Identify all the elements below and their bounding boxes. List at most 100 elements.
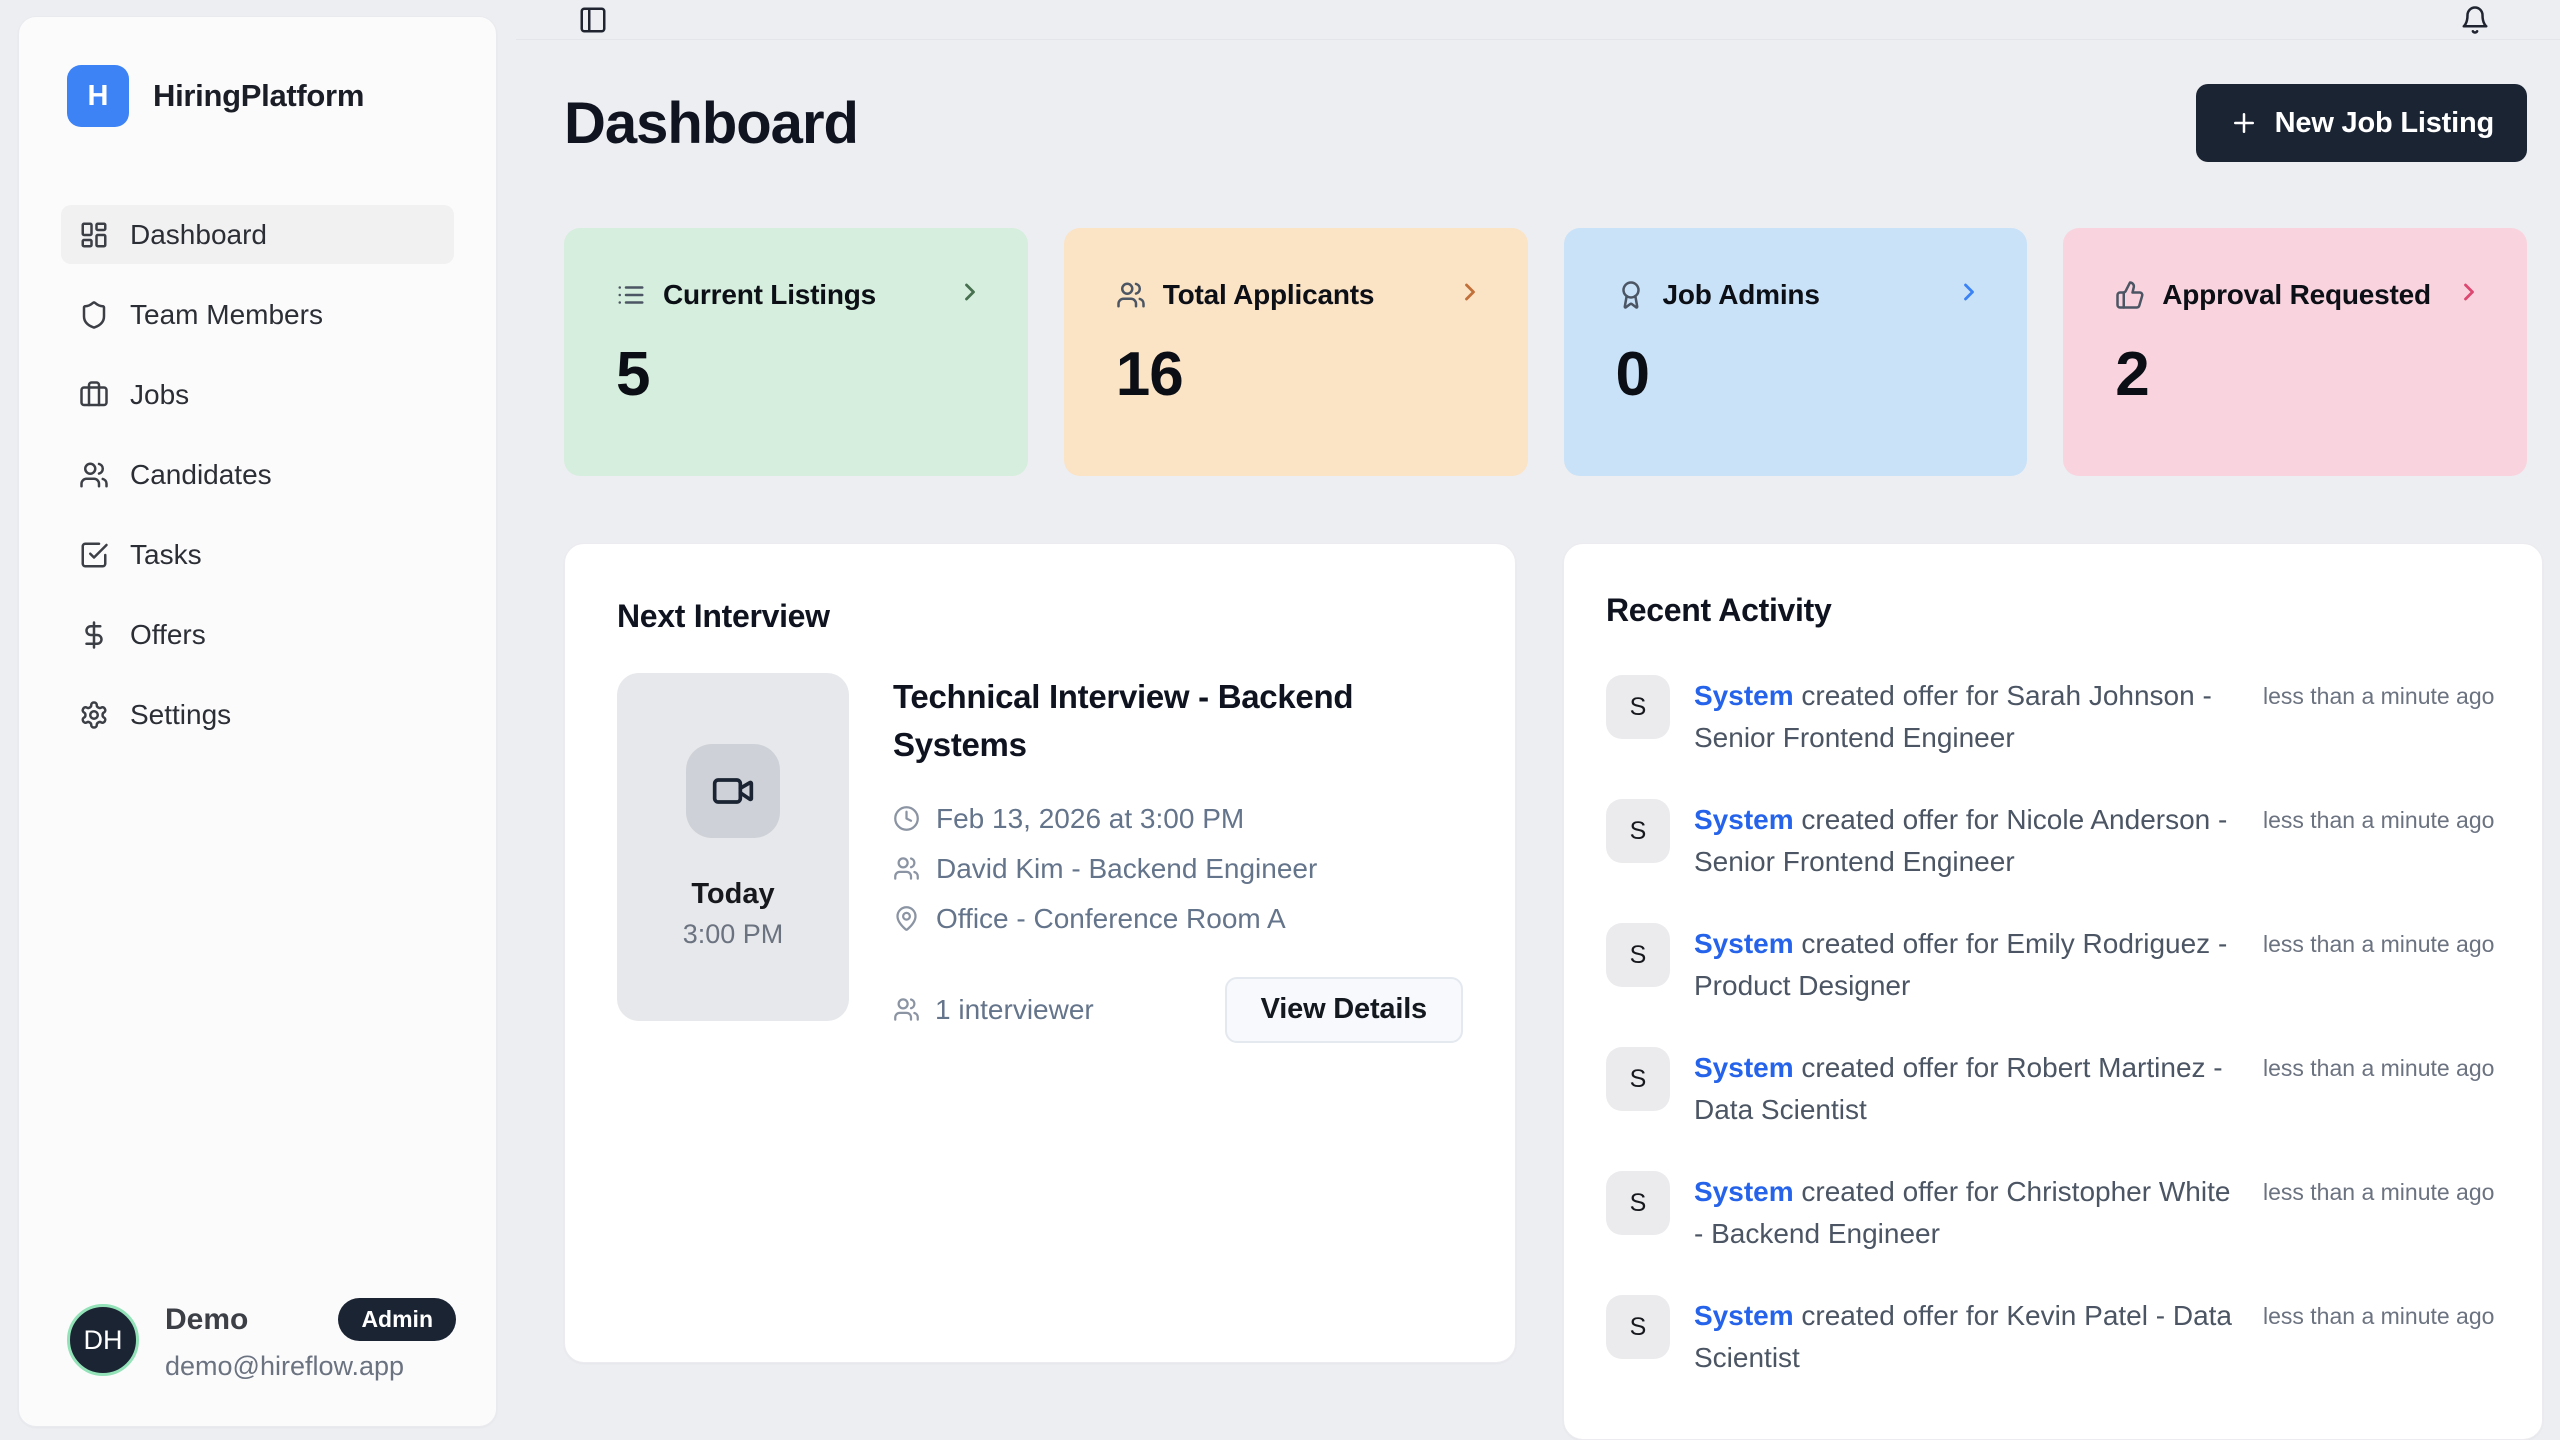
layout-dashboard-icon	[81, 222, 107, 247]
stat-value: 16	[1115, 340, 1184, 409]
activity-actor: System	[1694, 1300, 1794, 1331]
sidebar-item-settings[interactable]: Settings	[61, 685, 454, 744]
sidebar-item-dashboard[interactable]: Dashboard	[61, 205, 454, 264]
activity-item[interactable]: S System created offer for Sarah Johnson…	[1606, 675, 2494, 759]
dashboard-grid: Next Interview Today 3:00 PM Technical I…	[564, 543, 2544, 1440]
sidebar-item-tasks[interactable]: Tasks	[61, 525, 454, 584]
topbar	[516, 0, 2560, 40]
stat-card-job-admins[interactable]: Job Admins 0	[1563, 228, 2028, 476]
activity-list: S System created offer for Sarah Johnson…	[1606, 675, 2494, 1379]
interview-title: Technical Interview - Backend Systems	[893, 678, 1354, 763]
bell-icon[interactable]	[2460, 5, 2490, 35]
activity-item[interactable]: S System created offer for Emily Rodrigu…	[1606, 923, 2494, 1007]
activity-actor: System	[1694, 1176, 1794, 1207]
sidebar-nav: Dashboard Team Members Jobs Candidates T…	[19, 205, 496, 765]
chevron-right-icon	[1955, 278, 1983, 311]
user-box[interactable]: DH Demo Admin demo@hireflow.app	[19, 1298, 496, 1426]
view-details-button[interactable]: View Details	[1224, 976, 1463, 1043]
brand-logo: H	[67, 65, 129, 127]
stat-label: Job Admins	[1662, 278, 1820, 310]
check-square-icon	[81, 542, 108, 567]
page-title: Dashboard	[564, 90, 859, 156]
activity-text: System created offer for Robert Martinez…	[1694, 1047, 2239, 1131]
activity-avatar: S	[1606, 799, 1670, 863]
sidebar-item-offers[interactable]: Offers	[61, 605, 454, 664]
activity-item[interactable]: S System created offer for Nicole Anders…	[1606, 799, 2494, 883]
stat-label: Approval Requested	[2162, 278, 2431, 310]
stat-card-current-listings[interactable]: Current Listings 5	[564, 228, 1028, 476]
user-email: demo@hireflow.app	[165, 1351, 405, 1381]
recent-activity-card: Recent Activity S System created offer f…	[1563, 543, 2544, 1440]
interview-person-row: David Kim - Backend Engineer	[893, 853, 1463, 885]
new-job-listing-button[interactable]: New Job Listing	[2195, 84, 2527, 162]
interview-location-row: Office - Conference Room A	[893, 903, 1463, 935]
video-icon-box	[686, 744, 780, 838]
sidebar-item-label: Tasks	[130, 538, 202, 570]
users-icon	[894, 857, 919, 880]
activity-timestamp: less than a minute ago	[2263, 1179, 2495, 1205]
activity-text: System created offer for Kevin Patel - D…	[1694, 1295, 2239, 1379]
activity-item[interactable]: S System created offer for Kevin Patel -…	[1606, 1295, 2494, 1379]
activity-timestamp: less than a minute ago	[2263, 931, 2495, 957]
activity-description: created offer for Sarah Johnson - Senior…	[1694, 680, 2212, 753]
interviewer-count: 1 interviewer	[893, 994, 1094, 1026]
chevron-right-icon	[1456, 278, 1484, 311]
brand: H HiringPlatform	[19, 17, 496, 127]
brand-name: HiringPlatform	[153, 78, 365, 113]
avatar: DH	[67, 1304, 139, 1376]
stat-card-total-applicants[interactable]: Total Applicants 16	[1063, 228, 1528, 476]
chevron-right-icon	[956, 278, 984, 311]
next-interview-card: Next Interview Today 3:00 PM Technical I…	[564, 543, 1516, 1363]
activity-timestamp: less than a minute ago	[2263, 1303, 2495, 1329]
users-icon	[894, 998, 919, 1021]
list-icon	[618, 285, 644, 304]
next-interview-title: Next Interview	[617, 598, 830, 634]
users-icon	[80, 462, 108, 487]
page-head: Dashboard New Job Listing	[564, 84, 2527, 162]
briefcase-icon	[80, 380, 108, 406]
users-icon	[1117, 282, 1145, 307]
activity-text: System created offer for Nicole Anderson…	[1694, 799, 2239, 883]
interview-location: Office - Conference Room A	[936, 902, 1286, 934]
stat-value: 5	[616, 340, 650, 409]
sidebar-item-team-members[interactable]: Team Members	[61, 285, 454, 344]
activity-item[interactable]: S System created offer for Christopher W…	[1606, 1171, 2494, 1255]
chevron-right-icon	[2455, 278, 2483, 311]
main-area: Dashboard New Job Listing Current Listin…	[516, 0, 2560, 1440]
sidebar-item-label: Candidates	[130, 458, 272, 490]
role-badge: Admin	[338, 1298, 456, 1341]
activity-avatar: S	[1606, 1295, 1670, 1359]
user-name: Demo	[165, 1302, 249, 1336]
activity-actor: System	[1694, 928, 1794, 959]
interview-time: 3:00 PM	[682, 919, 784, 949]
activity-avatar: S	[1606, 1047, 1670, 1111]
sidebar: H HiringPlatform Dashboard Team Members …	[18, 16, 497, 1427]
interview-date: Today	[691, 878, 775, 910]
thumbs-up-icon	[2116, 280, 2144, 309]
activity-text: System created offer for Christopher Whi…	[1694, 1171, 2239, 1255]
activity-description: created offer for Christopher White - Ba…	[1694, 1176, 2231, 1249]
new-job-listing-label: New Job Listing	[2274, 106, 2495, 139]
activity-avatar: S	[1606, 923, 1670, 987]
sidebar-item-candidates[interactable]: Candidates	[61, 445, 454, 504]
activity-text: System created offer for Emily Rodriguez…	[1694, 923, 2239, 1007]
activity-actor: System	[1694, 804, 1794, 835]
video-icon	[712, 778, 754, 804]
activity-description: created offer for Nicole Anderson - Seni…	[1694, 804, 2228, 877]
activity-item[interactable]: S System created offer for Robert Martin…	[1606, 1047, 2494, 1131]
interview-person: David Kim - Backend Engineer	[936, 852, 1318, 884]
sidebar-toggle-icon[interactable]	[578, 5, 608, 35]
interview-datetime: Feb 13, 2026 at 3:00 PM	[936, 802, 1245, 834]
interview-date-box: Today 3:00 PM	[617, 673, 849, 1021]
sidebar-item-label: Settings	[130, 698, 232, 730]
sidebar-item-label: Offers	[130, 618, 206, 650]
stat-card-approval-requested[interactable]: Approval Requested 2	[2063, 228, 2527, 476]
activity-timestamp: less than a minute ago	[2263, 683, 2495, 709]
sidebar-item-label: Jobs	[130, 378, 190, 410]
sidebar-item-jobs[interactable]: Jobs	[61, 365, 454, 424]
activity-avatar: S	[1606, 1171, 1670, 1235]
stat-label: Total Applicants	[1162, 278, 1375, 310]
award-icon	[1621, 280, 1640, 309]
recent-activity-title: Recent Activity	[1606, 592, 1832, 628]
activity-timestamp: less than a minute ago	[2263, 807, 2495, 833]
